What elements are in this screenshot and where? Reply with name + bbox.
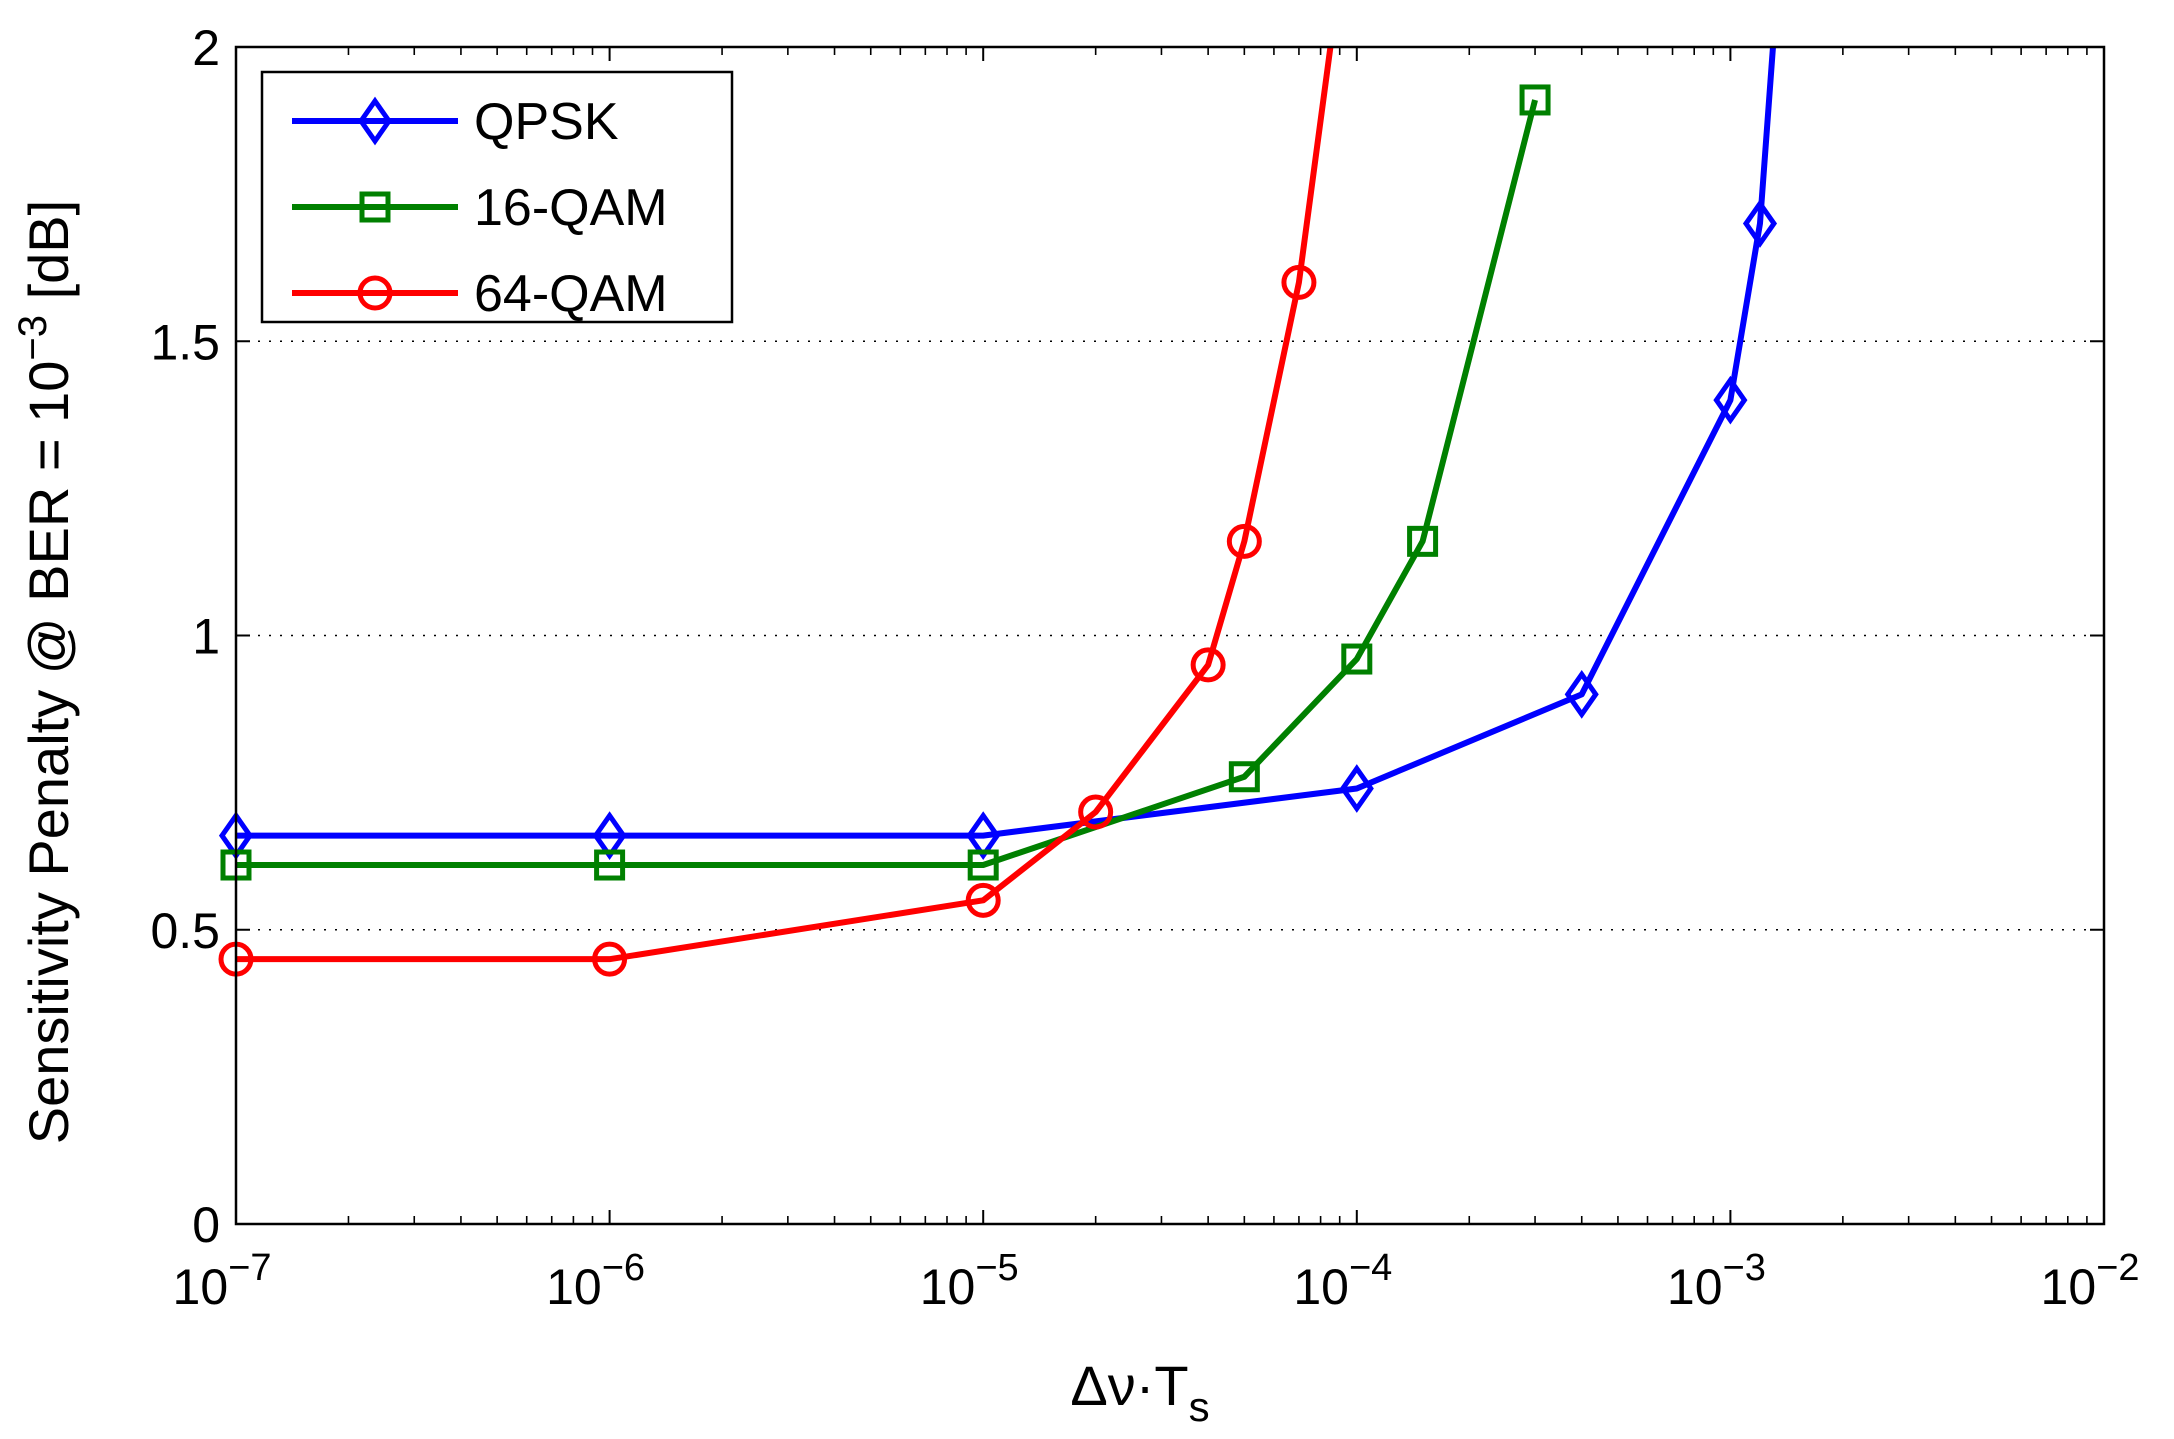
data-point-16-QAM-6 <box>1519 84 1551 116</box>
series-line-16-QAM <box>236 99 1538 869</box>
data-point-QPSK-1 <box>592 811 627 860</box>
data-point-16-QAM-3 <box>1228 761 1260 793</box>
y-tick-label-0: 0 <box>192 1197 220 1253</box>
x-tick-label-exp: −3 <box>1723 1247 1766 1289</box>
y-tick-label-1: 0.5 <box>150 903 220 959</box>
legend: QPSK 16-QAM 64-QAM <box>260 70 734 324</box>
y-tick-label-2: 1 <box>192 609 220 665</box>
data-point-QPSK-3 <box>1339 764 1374 813</box>
series-64-QAM <box>218 46 1334 977</box>
y-axis-title-prefix: Sensitivity Penalty @ BER = 10 <box>17 361 80 1145</box>
series-line-QPSK <box>236 46 1776 839</box>
x-tick-label-exp: −6 <box>602 1247 645 1289</box>
data-point-16-QAM-5 <box>1407 525 1439 557</box>
x-tick-label-5: 10−2 <box>2041 1247 2140 1315</box>
x-tick-label-1: 10−6 <box>546 1247 645 1315</box>
x-tick-label-base: 10 <box>2041 1259 2097 1315</box>
x-axis-title: Δν·Ts <box>1070 1354 1209 1430</box>
y-axis-title-superscript: −3 <box>11 315 55 361</box>
x-tick-label-0: 10−7 <box>173 1247 272 1315</box>
data-point-16-QAM-1 <box>594 849 626 881</box>
data-point-QPSK-2 <box>966 811 1001 860</box>
series-layer <box>218 46 1778 977</box>
data-point-QPSK-5 <box>1713 375 1748 425</box>
data-point-64-QAM-6 <box>1281 264 1317 300</box>
y-axis-title: Sensitivity Penalty @ BER = 10−3 [dB] <box>11 200 80 1144</box>
legend-label-16-QAM: 16-QAM <box>474 179 668 237</box>
data-point-64-QAM-4 <box>1190 647 1226 683</box>
data-point-64-QAM-2 <box>965 882 1001 918</box>
y-tick-label-3: 1.5 <box>150 314 220 370</box>
ticks <box>235 46 2105 1225</box>
legend-label-64-QAM: 64-QAM <box>474 265 668 323</box>
x-tick-label-2: 10−5 <box>920 1247 1019 1315</box>
x-tick-label-exp: −5 <box>975 1247 1018 1289</box>
y-axis-title-suffix: [dB] <box>17 200 80 315</box>
data-point-64-QAM-3 <box>1078 794 1114 830</box>
x-tick-label-base: 10 <box>173 1259 229 1315</box>
x-tick-label-4: 10−3 <box>1667 1247 1766 1315</box>
y-tick-label-4: 2 <box>192 20 220 76</box>
series-line-64-QAM <box>236 46 1334 963</box>
data-point-16-QAM-2 <box>967 849 999 881</box>
x-tick-label-exp: −7 <box>228 1247 271 1289</box>
x-tick-label-exp: −4 <box>1349 1247 1392 1289</box>
data-point-64-QAM-5 <box>1226 523 1262 559</box>
x-tick-label-3: 10−4 <box>1293 1247 1392 1315</box>
x-tick-label-exp: −2 <box>2096 1247 2139 1289</box>
x-tick-label-base: 10 <box>920 1259 976 1315</box>
legend-marker-16-QAM <box>359 191 391 223</box>
data-point-QPSK-6 <box>1742 199 1778 248</box>
legend-box <box>260 70 734 324</box>
data-point-16-QAM-4 <box>1341 643 1373 675</box>
x-tick-label-base: 10 <box>546 1259 602 1315</box>
x-tick-label-base: 10 <box>1293 1259 1349 1315</box>
x-axis-title-base: Δν·T <box>1070 1354 1188 1417</box>
legend-label-QPSK: QPSK <box>474 93 619 151</box>
legend-marker-QPSK <box>357 96 393 146</box>
legend-marker-64-QAM <box>357 275 393 311</box>
x-tick-label-base: 10 <box>1667 1259 1723 1315</box>
data-point-QPSK-4 <box>1564 669 1599 719</box>
x-axis-title-subscript: s <box>1189 1383 1210 1430</box>
data-point-64-QAM-1 <box>592 941 628 977</box>
